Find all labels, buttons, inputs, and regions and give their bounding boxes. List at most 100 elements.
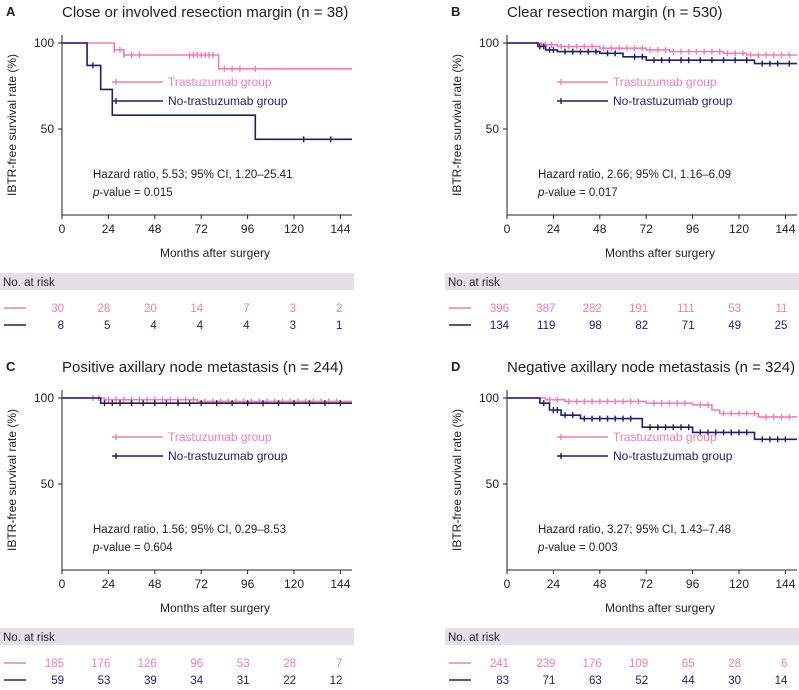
x-tick-label: 120 — [284, 222, 304, 236]
p-value-number: -value = 0.604 — [99, 542, 173, 554]
y-tick-label: 50 — [486, 477, 500, 491]
x-tick-label: 24 — [102, 222, 116, 236]
panel-letter: A — [6, 4, 16, 19]
p-value-italic-p: p — [92, 187, 100, 199]
risk-table-header: No. at risk — [3, 277, 55, 289]
risk-count-treated: 191 — [629, 303, 648, 315]
panel-b: B Clear resection margin (n = 530) 50 100 0 2… — [445, 0, 799, 335]
x-tick-label: 96 — [241, 577, 255, 591]
x-tick-label: 0 — [504, 577, 511, 591]
chart-title: Clear resection margin (n = 530) — [507, 4, 723, 21]
series-treated-line — [507, 42, 797, 56]
risk-count-control: 49 — [728, 320, 741, 330]
chart-title: Negative axillary node metastasis (n = 3… — [507, 359, 795, 376]
risk-count-control: 4 — [197, 320, 204, 330]
x-tick-label: 96 — [686, 577, 700, 591]
risk-count-control: 22 — [283, 675, 296, 685]
y-tick-label: 50 — [486, 122, 500, 136]
risk-count-treated: 7 — [336, 658, 342, 670]
risk-count-treated: 176 — [583, 658, 602, 670]
risk-count-control: 12 — [330, 675, 343, 685]
risk-count-treated: 30 — [51, 303, 64, 315]
risk-count-treated: 65 — [682, 658, 695, 670]
x-tick-label: 72 — [640, 577, 654, 591]
panel-b-chart: B Clear resection margin (n = 530) 50 100 0 2… — [445, 4, 799, 332]
risk-count-control: 98 — [589, 320, 602, 330]
risk-count-control: 5 — [104, 320, 110, 330]
series-control-line — [62, 42, 352, 141]
x-tick-label: 48 — [593, 222, 607, 236]
y-tick-label: 100 — [34, 391, 54, 405]
risk-count-treated: 11 — [775, 303, 787, 315]
x-tick-label: 0 — [59, 222, 66, 236]
risk-count-control: 3 — [290, 320, 296, 330]
risk-count-treated: 7 — [243, 303, 249, 315]
panel-d: D Negative axillary node metastasis (n = … — [445, 355, 799, 690]
risk-count-treated: 241 — [490, 658, 509, 670]
legend-control-label: No-trastuzumab group — [168, 94, 288, 108]
x-tick-label: 120 — [729, 577, 749, 591]
x-tick-label: 144 — [330, 222, 350, 236]
risk-count-control: 30 — [728, 675, 741, 685]
risk-count-control: 4 — [243, 320, 250, 330]
risk-table-header-bar — [0, 273, 354, 290]
risk-count-control: 63 — [589, 675, 602, 685]
p-value-italic-p: p — [537, 542, 545, 554]
panel-letter: C — [6, 359, 16, 374]
panel-a: A Close or involved resection margin (n =… — [0, 0, 354, 335]
risk-count-control: 119 — [537, 320, 555, 330]
legend-treated-label: Trastuzumab group — [613, 75, 717, 89]
series-treated-line — [507, 397, 797, 418]
legend-treated-label: Trastuzumab group — [613, 430, 717, 444]
x-tick-label: 24 — [547, 222, 561, 236]
risk-count-treated: 28 — [98, 303, 111, 315]
risk-count-control: 34 — [190, 675, 203, 685]
panel-d-chart: D Negative axillary node metastasis (n = … — [445, 359, 799, 687]
p-value-italic-p: p — [92, 542, 100, 554]
x-axis-label: Months after surgery — [605, 246, 715, 260]
p-value-text: p-value = 0.003 — [537, 542, 618, 554]
panel-letter: D — [451, 359, 460, 374]
legend-control-label: No-trastuzumab group — [168, 449, 288, 463]
p-value-number: -value = 0.015 — [99, 187, 172, 199]
x-tick-label: 72 — [640, 222, 654, 236]
x-axis-label: Months after surgery — [605, 601, 715, 615]
series-control-line — [507, 42, 797, 65]
y-axis-label: IBTR-free survival rate (%) — [450, 409, 464, 551]
risk-count-control: 44 — [682, 675, 695, 685]
risk-count-treated: 6 — [781, 658, 787, 670]
x-axis-label: Months after surgery — [160, 601, 270, 615]
x-tick-label: 48 — [593, 577, 607, 591]
p-value-number: -value = 0.003 — [544, 542, 617, 554]
panel-c: C Positive axillary node metastasis (n = … — [0, 355, 354, 690]
x-tick-label: 24 — [102, 577, 116, 591]
risk-count-control: 53 — [98, 675, 111, 685]
risk-count-treated: 126 — [138, 658, 157, 670]
panel-c-chart: C Positive axillary node metastasis (n = … — [0, 359, 354, 687]
risk-count-treated: 282 — [583, 303, 602, 315]
risk-table-header: No. at risk — [448, 277, 500, 289]
risk-count-control: 39 — [144, 675, 157, 685]
risk-count-treated: 28 — [728, 658, 741, 670]
risk-count-control: 14 — [775, 675, 788, 685]
x-tick-label: 72 — [195, 577, 209, 591]
risk-count-control: 82 — [635, 320, 648, 330]
risk-count-treated: 111 — [677, 303, 694, 315]
y-tick-label: 100 — [479, 391, 499, 405]
y-tick-label: 50 — [41, 477, 55, 491]
p-value-italic-p: p — [537, 187, 545, 199]
x-tick-label: 24 — [547, 577, 561, 591]
x-tick-label: 72 — [195, 222, 209, 236]
hazard-ratio-text: Hazard ratio, 1.56; 95% CI, 0.29–8.53 — [93, 524, 286, 536]
series-treated-line — [62, 397, 352, 403]
risk-count-treated: 387 — [536, 303, 555, 315]
series-treated-line — [62, 42, 352, 70]
chart-title: Positive axillary node metastasis (n = 2… — [62, 359, 343, 376]
risk-count-treated: 176 — [91, 658, 110, 670]
y-axis-label: IBTR-free survival rate (%) — [450, 54, 464, 196]
risk-count-control: 59 — [51, 675, 64, 685]
x-tick-label: 96 — [686, 222, 700, 236]
risk-count-control: 71 — [543, 675, 556, 685]
risk-count-control: 8 — [58, 320, 64, 330]
x-tick-label: 96 — [241, 222, 255, 236]
